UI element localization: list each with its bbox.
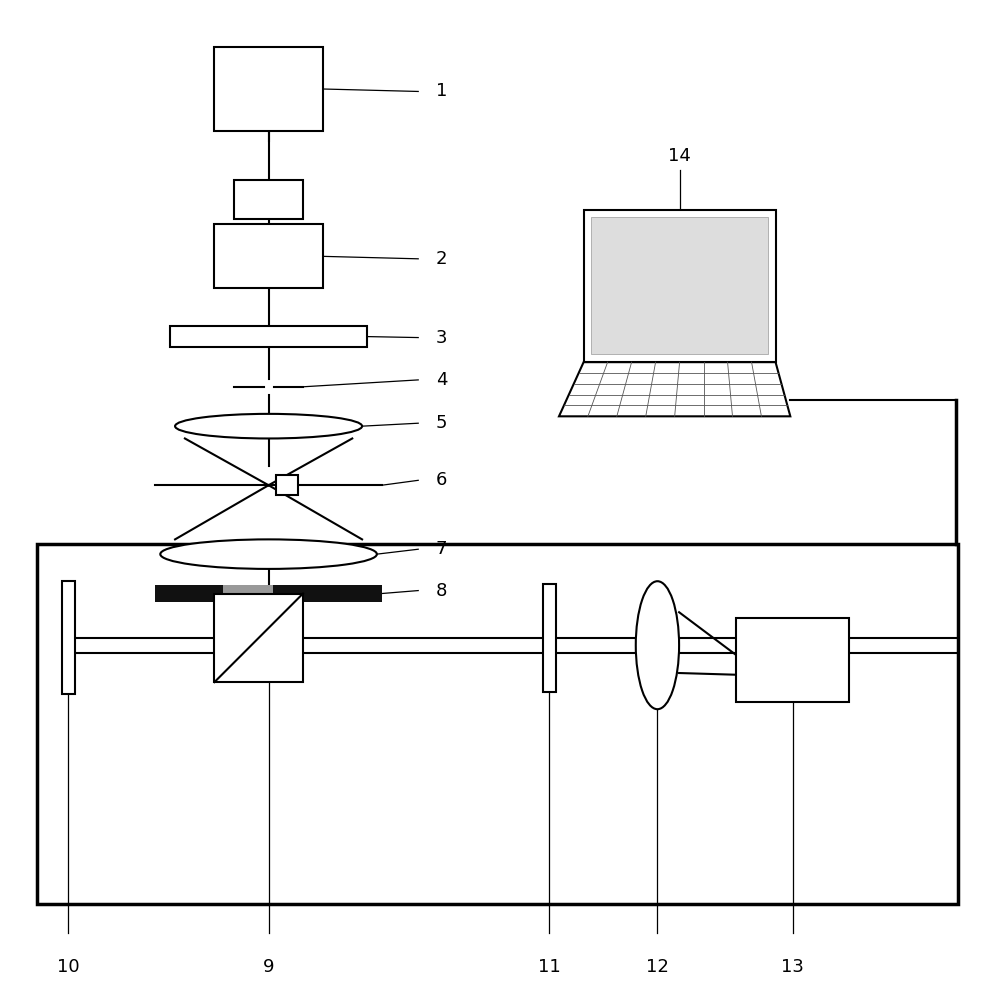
Text: 7: 7 — [436, 540, 447, 558]
Text: 13: 13 — [781, 958, 804, 976]
Ellipse shape — [160, 539, 377, 569]
Bar — [737, 618, 849, 702]
Bar — [155, 585, 224, 602]
Text: 14: 14 — [668, 147, 691, 165]
Bar — [276, 475, 298, 495]
Text: 6: 6 — [436, 471, 447, 489]
Bar — [543, 584, 555, 692]
Ellipse shape — [175, 414, 362, 438]
Polygon shape — [559, 362, 790, 416]
Text: 11: 11 — [538, 958, 560, 976]
Text: 4: 4 — [436, 371, 447, 389]
Bar — [61, 581, 74, 694]
Bar — [583, 210, 775, 362]
Bar — [591, 217, 767, 354]
Bar — [38, 544, 957, 904]
Text: 1: 1 — [436, 82, 447, 100]
Bar — [224, 585, 273, 602]
Bar — [273, 585, 382, 602]
Bar — [170, 326, 367, 347]
Bar — [215, 47, 323, 131]
Text: 8: 8 — [436, 582, 447, 600]
Bar — [215, 594, 303, 682]
Ellipse shape — [636, 581, 679, 709]
Bar — [215, 224, 323, 288]
Bar — [234, 180, 303, 219]
Text: 10: 10 — [57, 958, 79, 976]
Text: 3: 3 — [436, 329, 447, 347]
Text: 2: 2 — [436, 250, 447, 268]
Text: 9: 9 — [262, 958, 274, 976]
Text: 12: 12 — [646, 958, 669, 976]
Text: 5: 5 — [436, 414, 447, 432]
